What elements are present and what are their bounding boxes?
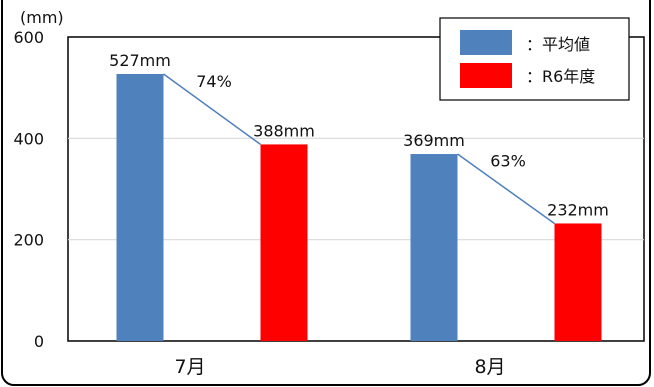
gridlines <box>68 137 644 241</box>
bar <box>554 223 602 341</box>
y-tick-label: 200 <box>13 231 44 250</box>
legend-label-r6: ：R6年度 <box>526 67 595 86</box>
ratio-label: 63% <box>490 152 526 171</box>
y-axis-unit-label: (mm) <box>20 8 64 27</box>
ratio-line <box>163 73 261 146</box>
x-tick-label: 7月 <box>174 356 205 378</box>
ratio-line <box>457 153 555 225</box>
bar <box>410 154 458 341</box>
y-tick-label: 400 <box>13 129 44 148</box>
legend: ：平均値 ：R6年度 <box>439 17 630 101</box>
legend-label-average: ：平均値 <box>526 35 590 54</box>
ratio-lines: 74% 63% <box>163 72 555 225</box>
x-tick-label: 8月 <box>474 356 505 378</box>
bar <box>116 73 164 341</box>
y-tick-label: 0 <box>34 332 44 351</box>
bar-data-label: 369mm <box>403 131 465 150</box>
legend-swatch-average <box>460 30 512 55</box>
x-axis-ticks: 7月 8月 <box>174 356 505 378</box>
bar-data-label: 232mm <box>547 200 609 219</box>
y-axis-ticks: 0 200 400 600 <box>13 28 44 351</box>
y-tick-label: 600 <box>13 28 44 47</box>
ratio-label: 74% <box>196 72 232 91</box>
bars: 527mm 388mm 369mm 232mm <box>109 51 609 341</box>
legend-swatch-r6 <box>460 63 512 88</box>
bar-data-label: 388mm <box>253 121 315 140</box>
bar <box>260 144 308 341</box>
bar-data-label: 527mm <box>109 51 171 70</box>
